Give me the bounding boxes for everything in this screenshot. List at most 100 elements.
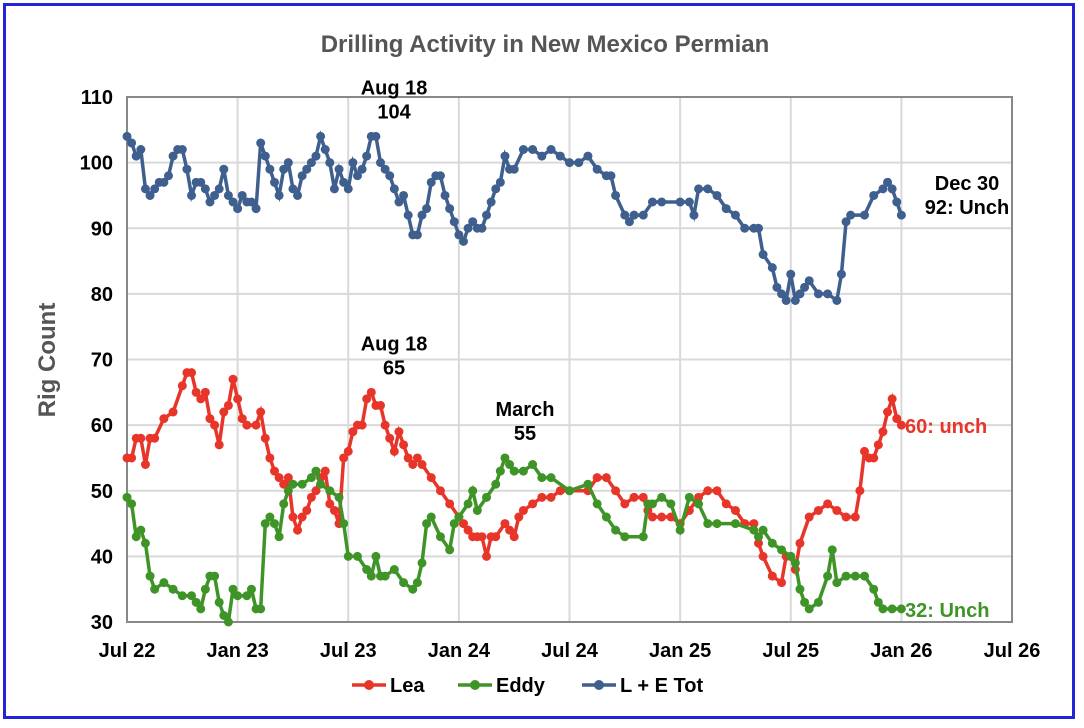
data-point <box>445 499 455 509</box>
data-point <box>380 420 390 430</box>
data-point <box>841 512 851 522</box>
data-point <box>306 492 316 502</box>
data-point <box>168 151 178 161</box>
annotation-label: March <box>496 399 555 421</box>
data-point <box>265 512 275 522</box>
data-point <box>357 164 367 174</box>
annotation-value: 104 <box>377 101 411 123</box>
data-point <box>860 571 869 581</box>
data-point <box>869 453 879 463</box>
data-point <box>804 604 814 614</box>
legend-swatch-marker <box>470 680 480 690</box>
data-point <box>565 158 574 168</box>
data-point <box>703 519 713 529</box>
data-point <box>159 414 169 424</box>
data-point <box>611 190 621 200</box>
data-point <box>684 197 694 207</box>
data-point <box>454 512 464 522</box>
data-point <box>140 184 150 194</box>
y-axis-label: Rig Count <box>34 303 61 418</box>
data-point <box>385 433 395 443</box>
legend-swatch-marker <box>594 680 604 690</box>
annotation-lea-last: 60: unch <box>905 416 987 438</box>
series-l-e-tot <box>122 130 906 305</box>
data-point <box>518 505 528 515</box>
data-point <box>574 158 584 168</box>
data-point <box>223 190 233 200</box>
data-point <box>892 197 902 207</box>
data-point <box>140 538 150 548</box>
legend-label: L + E Tot <box>620 675 703 697</box>
data-point <box>777 289 787 299</box>
data-point <box>896 210 906 220</box>
annotation-eddy-last: 32: Unch <box>905 600 989 622</box>
data-point <box>518 466 528 476</box>
annotation-label: 32: Unch <box>905 600 989 622</box>
data-point <box>159 177 169 187</box>
x-tick-label: Jan 26 <box>870 640 932 662</box>
data-point <box>883 177 893 187</box>
legend-label: Lea <box>390 675 425 697</box>
data-point <box>371 551 381 561</box>
data-point <box>394 197 404 207</box>
data-point <box>767 571 777 581</box>
data-point <box>177 381 187 391</box>
data-point <box>546 492 556 502</box>
data-point <box>242 420 252 430</box>
data-point <box>256 407 266 417</box>
data-point <box>472 505 482 515</box>
data-point <box>140 460 150 469</box>
data-point <box>233 204 243 214</box>
data-point <box>163 171 173 181</box>
data-point <box>767 538 777 548</box>
data-point <box>270 466 279 476</box>
data-point <box>260 151 270 161</box>
data-point <box>131 151 141 161</box>
data-point <box>150 184 160 194</box>
y-tick-label: 40 <box>91 546 113 568</box>
data-point <box>583 479 593 489</box>
data-point <box>316 131 326 141</box>
annotation-label: Aug 18 <box>361 333 428 355</box>
data-point <box>200 584 210 594</box>
y-tick-label: 90 <box>91 218 113 240</box>
data-point <box>712 519 722 529</box>
data-point <box>251 204 261 214</box>
data-point <box>223 400 233 410</box>
data-point <box>647 197 657 207</box>
data-point <box>274 532 284 542</box>
data-point <box>638 210 648 220</box>
data-point <box>334 492 344 502</box>
data-point <box>288 184 298 194</box>
data-point <box>343 551 353 561</box>
data-point <box>293 525 303 535</box>
data-point <box>500 519 510 529</box>
data-point <box>753 538 763 548</box>
data-point <box>177 591 187 601</box>
data-point <box>325 486 335 496</box>
data-point <box>325 158 335 168</box>
plot-border <box>126 96 1013 623</box>
data-point <box>311 486 321 496</box>
data-point <box>417 460 427 469</box>
data-point <box>712 486 722 496</box>
chart-title: Drilling Activity in New Mexico Permian <box>321 31 770 58</box>
data-point <box>274 473 284 483</box>
y-tick-label: 100 <box>80 153 113 175</box>
data-point <box>177 145 187 154</box>
data-point <box>629 492 639 502</box>
data-point <box>228 584 238 594</box>
data-point <box>624 217 634 227</box>
annotation-value: 55 <box>514 423 536 445</box>
data-point <box>389 565 399 574</box>
data-point <box>878 604 888 614</box>
data-point <box>846 210 856 220</box>
data-point <box>611 525 621 535</box>
data-point <box>417 558 427 568</box>
y-tick-label: 50 <box>91 481 113 503</box>
x-tick-label: Jul 26 <box>984 640 1041 662</box>
data-point <box>214 184 224 194</box>
data-point <box>339 519 349 529</box>
series-eddy <box>122 453 906 627</box>
